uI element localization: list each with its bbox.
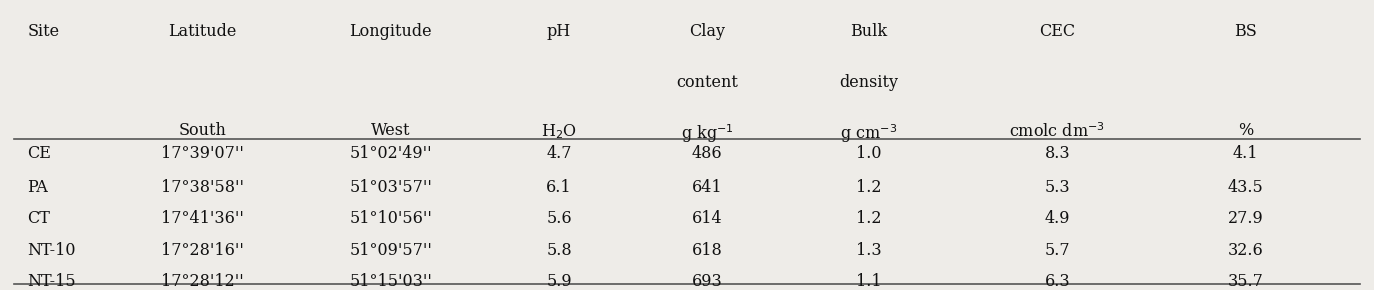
Text: 51°03'57'': 51°03'57'' xyxy=(349,179,433,196)
Text: West: West xyxy=(371,122,411,139)
Text: density: density xyxy=(840,74,899,91)
Text: 32.6: 32.6 xyxy=(1228,242,1264,259)
Text: 641: 641 xyxy=(692,179,723,196)
Text: g kg$^{-1}$: g kg$^{-1}$ xyxy=(680,122,734,145)
Text: CEC: CEC xyxy=(1039,23,1076,40)
Text: 4.9: 4.9 xyxy=(1044,211,1070,227)
Text: 693: 693 xyxy=(692,273,723,290)
Text: 43.5: 43.5 xyxy=(1228,179,1264,196)
Text: 4.7: 4.7 xyxy=(547,145,572,162)
Text: 618: 618 xyxy=(692,242,723,259)
Text: cmolc dm$^{-3}$: cmolc dm$^{-3}$ xyxy=(1010,122,1105,141)
Text: CT: CT xyxy=(27,211,49,227)
Text: g cm$^{-3}$: g cm$^{-3}$ xyxy=(841,122,897,145)
Text: PA: PA xyxy=(27,179,48,196)
Text: 35.7: 35.7 xyxy=(1228,273,1264,290)
Text: 27.9: 27.9 xyxy=(1228,211,1264,227)
Text: 51°09'57'': 51°09'57'' xyxy=(349,242,433,259)
Text: 1.1: 1.1 xyxy=(856,273,882,290)
Text: 614: 614 xyxy=(692,211,723,227)
Text: 8.3: 8.3 xyxy=(1044,145,1070,162)
Text: 17°39'07'': 17°39'07'' xyxy=(161,145,243,162)
Text: 6.3: 6.3 xyxy=(1044,273,1070,290)
Text: 1.2: 1.2 xyxy=(856,179,882,196)
Text: South: South xyxy=(179,122,227,139)
Text: NT-10: NT-10 xyxy=(27,242,76,259)
Text: 6.1: 6.1 xyxy=(547,179,572,196)
Text: Clay: Clay xyxy=(690,23,725,40)
Text: pH: pH xyxy=(547,23,572,40)
Text: 51°10'56'': 51°10'56'' xyxy=(349,211,433,227)
Text: 5.9: 5.9 xyxy=(547,273,572,290)
Text: 17°41'36'': 17°41'36'' xyxy=(161,211,243,227)
Text: H$_2$O: H$_2$O xyxy=(541,122,577,141)
Text: Latitude: Latitude xyxy=(168,23,236,40)
Text: 5.7: 5.7 xyxy=(1044,242,1070,259)
Text: %: % xyxy=(1238,122,1253,139)
Text: Longitude: Longitude xyxy=(349,23,431,40)
Text: 5.6: 5.6 xyxy=(547,211,572,227)
Text: 51°15'03'': 51°15'03'' xyxy=(349,273,433,290)
Text: 5.3: 5.3 xyxy=(1044,179,1070,196)
Text: 17°28'12'': 17°28'12'' xyxy=(161,273,243,290)
Text: Site: Site xyxy=(27,23,59,40)
Text: 17°28'16'': 17°28'16'' xyxy=(161,242,243,259)
Text: 17°38'58'': 17°38'58'' xyxy=(161,179,243,196)
Text: 51°02'49'': 51°02'49'' xyxy=(349,145,431,162)
Text: Bulk: Bulk xyxy=(851,23,888,40)
Text: BS: BS xyxy=(1234,23,1257,40)
Text: 486: 486 xyxy=(692,145,723,162)
Text: NT-15: NT-15 xyxy=(27,273,76,290)
Text: 1.3: 1.3 xyxy=(856,242,882,259)
Text: 1.0: 1.0 xyxy=(856,145,882,162)
Text: content: content xyxy=(676,74,738,91)
Text: 5.8: 5.8 xyxy=(547,242,572,259)
Text: 1.2: 1.2 xyxy=(856,211,882,227)
Text: CE: CE xyxy=(27,145,51,162)
Text: 4.1: 4.1 xyxy=(1232,145,1259,162)
